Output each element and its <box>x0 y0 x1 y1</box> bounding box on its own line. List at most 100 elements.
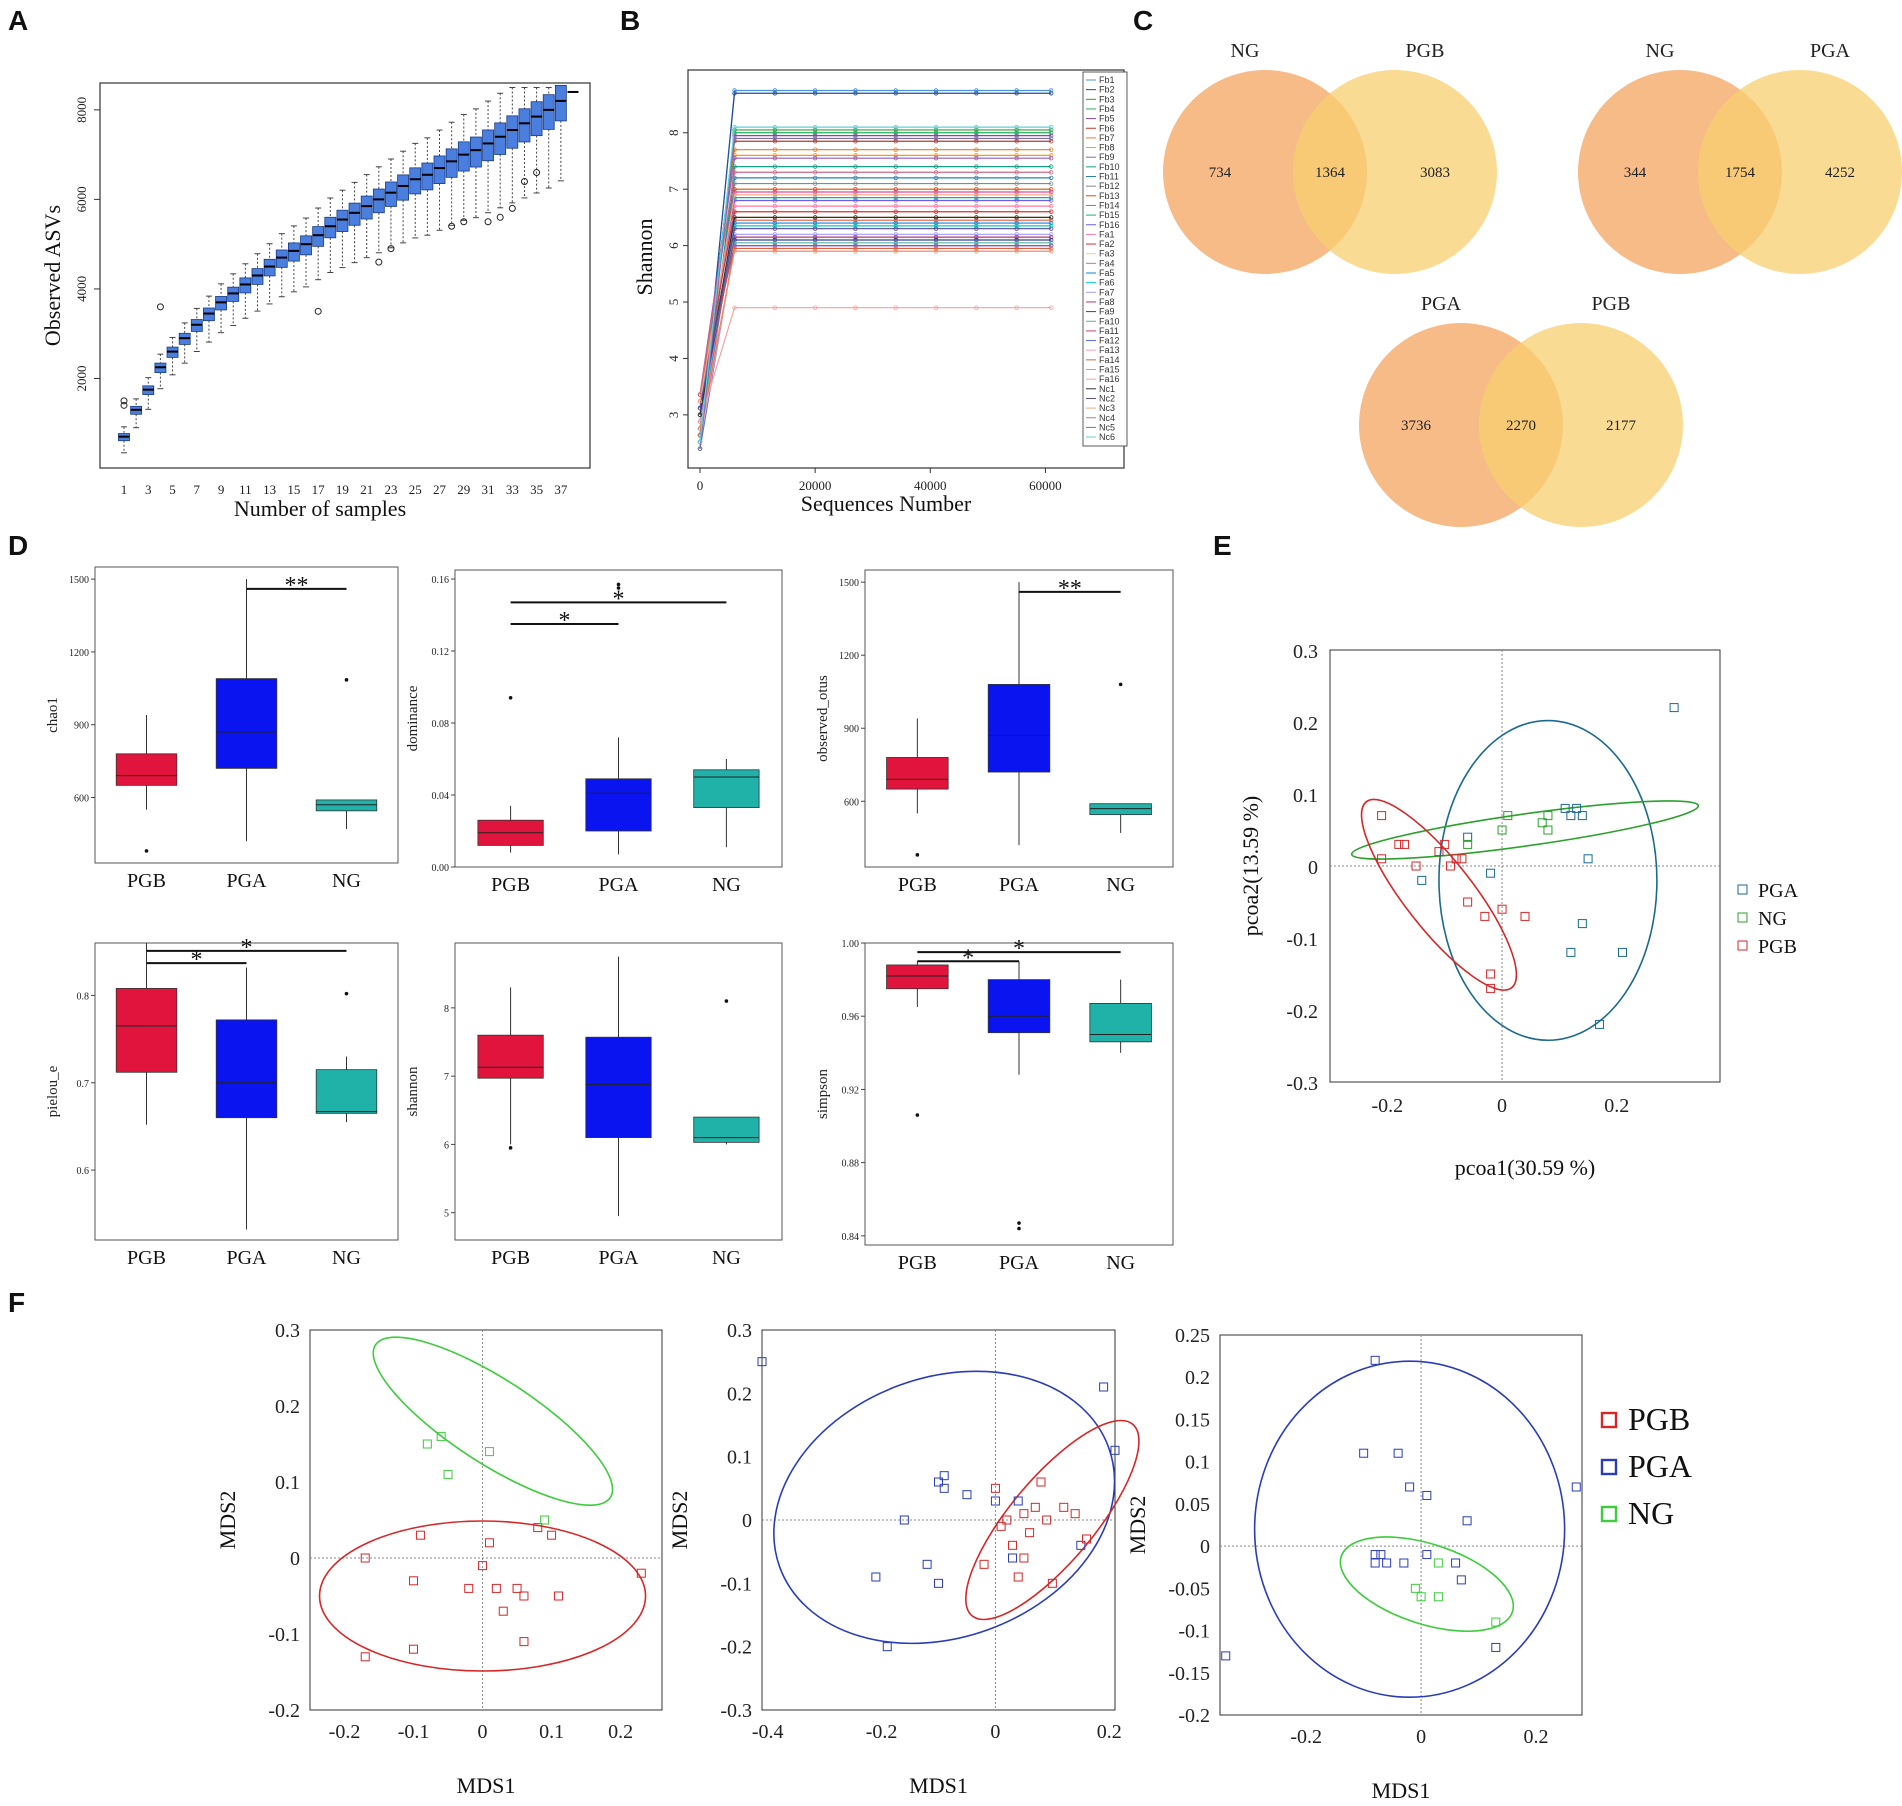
series-marker <box>974 234 979 240</box>
series-marker <box>933 170 939 175</box>
x-tick-label: NG <box>1106 1252 1135 1274</box>
series-marker <box>974 215 979 220</box>
series-marker <box>933 243 939 248</box>
x-tick-label: 20000 <box>799 478 832 493</box>
series-marker <box>893 175 898 181</box>
data-point <box>1008 1553 1018 1563</box>
series-marker <box>1014 203 1019 209</box>
box <box>542 94 555 130</box>
series-marker <box>933 189 939 195</box>
series-marker <box>933 136 939 141</box>
legend-label: Fa14 <box>1099 355 1120 365</box>
data-point <box>1002 1515 1012 1525</box>
series-line <box>699 211 1052 395</box>
outlier <box>120 401 128 409</box>
series-marker <box>1048 305 1054 310</box>
series-marker <box>812 243 818 248</box>
series-marker <box>1048 155 1054 161</box>
panel-label-b: B <box>620 5 640 36</box>
y-tick-label: -0.2 <box>720 1637 752 1659</box>
series-marker <box>772 237 778 243</box>
data-point <box>882 1642 892 1652</box>
box <box>372 188 385 214</box>
data-point <box>1463 839 1473 849</box>
legend-label: Fa8 <box>1099 297 1115 307</box>
box <box>421 162 434 191</box>
y-tick-label: 6 <box>444 1140 449 1151</box>
panel-c-venn: NG PGB 734 1364 3083 NG PGA 344 1754 4252 PGA PGB 37… <box>1163 40 1902 527</box>
series-line <box>699 188 1052 429</box>
box <box>987 684 1051 773</box>
series-line <box>699 245 1052 395</box>
series-marker <box>933 249 939 254</box>
y-axis-label: MDS2 <box>215 1491 240 1550</box>
y-tick-label: 1200 <box>839 651 859 662</box>
series-line <box>699 177 1052 443</box>
series-line <box>699 191 1052 422</box>
series-marker <box>974 305 979 310</box>
x-tick-label: PGB <box>127 870 166 892</box>
series-marker <box>1014 215 1019 220</box>
data-point <box>1451 854 1461 864</box>
series-marker <box>1048 218 1054 223</box>
series-marker <box>732 88 737 93</box>
series-marker <box>1048 246 1054 251</box>
x-tick-label: PGA <box>598 1247 639 1269</box>
series-marker <box>853 139 858 144</box>
series-marker <box>893 91 898 96</box>
y-tick-label: 900 <box>844 724 859 735</box>
alpha-subplot: 0.00 0.04 0.08 0.12 0.16 PGB PGA NG * * dominance <box>405 569 783 896</box>
series-marker <box>974 192 979 198</box>
box <box>477 1034 544 1079</box>
box <box>315 1069 378 1114</box>
box <box>530 101 543 137</box>
x-tick-label: 5 <box>169 482 176 497</box>
y-tick-label: 6000 <box>74 186 89 212</box>
series-marker <box>933 215 939 220</box>
series-marker <box>1014 305 1019 310</box>
outlier <box>915 853 920 857</box>
series-marker <box>933 181 939 186</box>
panel-label-c: C <box>1133 5 1153 36</box>
x-axis-label: Number of samples <box>234 496 406 521</box>
series-marker <box>732 186 737 192</box>
outlier <box>344 991 349 996</box>
y-tick-label: 0.05 <box>1175 1494 1210 1516</box>
y-axis-label: dominance <box>405 685 421 751</box>
series-marker <box>974 136 979 141</box>
series-line <box>699 239 1052 409</box>
series-marker <box>853 189 858 195</box>
x-tick-label: PGB <box>491 1247 530 1269</box>
box <box>115 753 178 786</box>
series-marker <box>933 192 939 198</box>
group-ellipse <box>773 1370 1116 1645</box>
series-line <box>699 129 1052 436</box>
legend-label: Nc2 <box>1099 393 1115 403</box>
data-point <box>1497 904 1507 914</box>
venn-right-circle <box>1479 323 1683 527</box>
outlier <box>460 218 468 226</box>
series-marker <box>853 237 858 243</box>
series-marker <box>812 198 818 203</box>
series-marker <box>772 124 778 130</box>
series-marker <box>732 192 737 198</box>
series-marker <box>933 220 939 226</box>
significance-label: ** <box>284 573 308 599</box>
series-marker <box>853 232 858 237</box>
x-tick-label: NG <box>712 874 741 896</box>
box <box>215 678 278 769</box>
series-marker <box>974 237 979 243</box>
y-tick-label: -0.15 <box>1168 1663 1210 1685</box>
series-marker <box>893 226 898 231</box>
legend-label: Fb5 <box>1099 114 1115 124</box>
series-marker <box>933 133 939 138</box>
y-tick-label: 900 <box>74 721 89 732</box>
venn-right-count: 3083 <box>1420 165 1450 181</box>
y-tick-label: 0.1 <box>727 1447 752 1469</box>
venn-right-circle <box>1698 70 1902 274</box>
series-marker <box>974 226 979 231</box>
outlier <box>1017 1226 1021 1231</box>
ellipse-pga <box>1438 719 1658 1042</box>
